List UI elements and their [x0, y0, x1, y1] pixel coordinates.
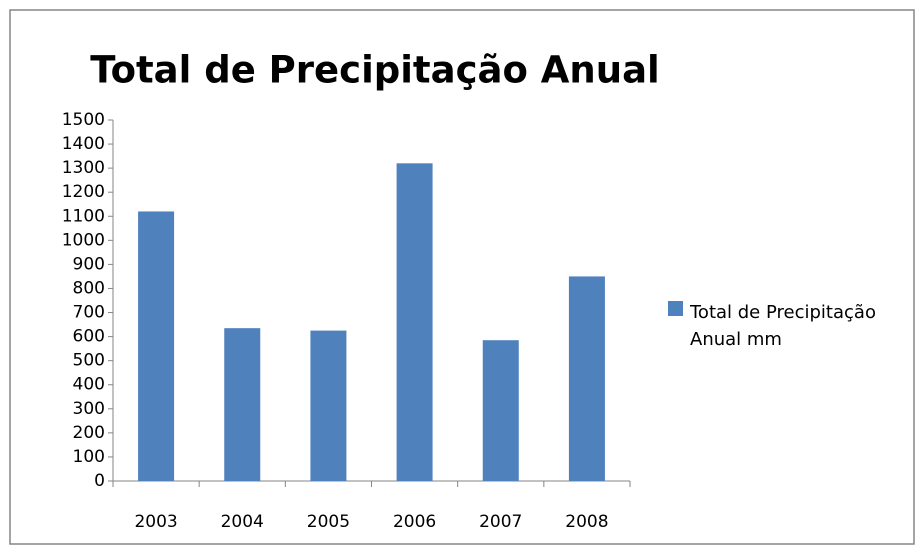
x-tick-label: 2005: [307, 512, 350, 532]
y-tick-label: 100: [73, 447, 105, 467]
y-tick-label: 900: [73, 254, 105, 274]
y-tick-label: 1300: [62, 158, 105, 178]
x-tick-label: 2008: [565, 512, 608, 532]
y-tick-label: 600: [73, 327, 105, 347]
y-tick-label: 1000: [62, 230, 105, 250]
y-tick-label: 800: [73, 278, 105, 298]
legend-swatch: [668, 301, 683, 316]
legend-label: Total de Precipitação Anual mm: [690, 302, 876, 350]
y-tick-label: 1500: [62, 110, 105, 130]
y-tick-label: 200: [73, 423, 105, 443]
y-tick-label: 300: [73, 399, 105, 419]
bar: [224, 328, 261, 481]
bar: [482, 340, 519, 481]
bar: [568, 276, 605, 481]
bar: [310, 330, 347, 481]
bar: [396, 163, 433, 481]
y-tick-label: 1400: [62, 134, 105, 154]
bar: [138, 211, 175, 481]
x-tick-label: 2006: [393, 512, 436, 532]
y-tick-label: 500: [73, 351, 105, 371]
y-tick-label: 1200: [62, 182, 105, 202]
x-tick-label: 2003: [134, 512, 177, 532]
y-tick-label: 1100: [62, 206, 105, 226]
y-tick-label: 0: [94, 471, 105, 491]
y-tick-label: 400: [73, 375, 105, 395]
chart-title: Total de Precipitação Anual: [90, 49, 660, 92]
y-tick-label: 700: [73, 303, 105, 323]
x-tick-label: 2007: [479, 512, 522, 532]
x-tick-label: 2004: [221, 512, 264, 532]
